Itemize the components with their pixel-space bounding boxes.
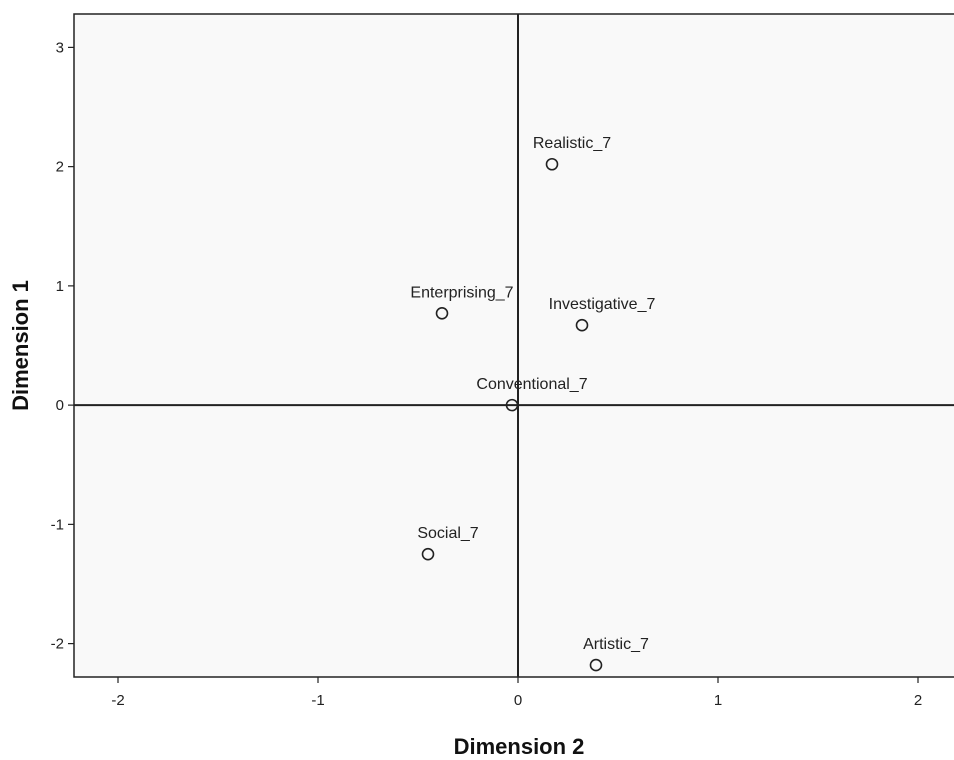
y-tick-label: 0	[56, 397, 64, 414]
x-tick-label: -1	[311, 692, 324, 709]
data-points: Realistic_7 Enterprising_7 Investigative_7…	[410, 135, 656, 672]
y-axis-ticks: -2 -1 0 1 2 3	[51, 39, 74, 653]
point-label: Artistic_7	[583, 636, 649, 653]
data-point: Social_7	[417, 525, 479, 561]
reference-lines	[74, 14, 954, 677]
point-marker	[545, 157, 559, 171]
data-point: Investigative_7	[549, 296, 656, 332]
y-axis-title: Dimension 1	[8, 280, 33, 411]
point-marker	[505, 398, 519, 412]
point-label: Realistic_7	[533, 135, 611, 152]
point-marker	[421, 547, 435, 561]
point-marker	[575, 318, 589, 332]
x-tick-label: 2	[914, 692, 922, 709]
point-label: Investigative_7	[549, 296, 656, 313]
data-point: Realistic_7	[533, 135, 611, 171]
y-tick-label: 2	[56, 159, 64, 176]
x-tick-label: 1	[714, 692, 722, 709]
y-tick-label: 3	[56, 39, 64, 56]
x-axis-title: Dimension 2	[454, 734, 585, 759]
x-tick-label: -2	[111, 692, 124, 709]
point-marker	[435, 307, 449, 320]
plot-area	[74, 14, 954, 677]
point-marker	[589, 658, 603, 672]
y-tick-label: -1	[51, 516, 64, 533]
data-point: Enterprising_7	[410, 284, 514, 320]
point-label: Conventional_7	[476, 376, 587, 393]
data-point: Artistic_7	[583, 636, 649, 672]
point-label: Social_7	[417, 525, 478, 542]
x-axis-ticks: -2 -1 0 1 2	[111, 677, 922, 709]
x-tick-label: 0	[514, 692, 522, 709]
y-tick-label: -2	[51, 636, 64, 653]
point-label: Enterprising_7	[410, 284, 513, 301]
data-point: Conventional_7	[476, 376, 588, 412]
y-tick-label: 1	[56, 278, 64, 295]
plot-frame	[73, 13, 954, 678]
